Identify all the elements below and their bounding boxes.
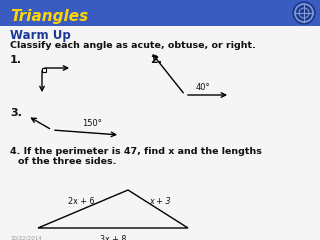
Text: 40°: 40° [196, 84, 211, 92]
Text: 3.: 3. [10, 108, 22, 118]
Text: Warm Up: Warm Up [10, 29, 71, 42]
Text: 3x + 8: 3x + 8 [100, 235, 126, 240]
Text: x + 3: x + 3 [149, 197, 171, 206]
Circle shape [293, 2, 315, 24]
Text: 10/22/2014: 10/22/2014 [10, 235, 42, 240]
Text: Classify each angle as acute, obtuse, or right.: Classify each angle as acute, obtuse, or… [10, 42, 256, 50]
Text: of the three sides.: of the three sides. [18, 156, 116, 166]
Text: 4. If the perimeter is 47, find x and the lengths: 4. If the perimeter is 47, find x and th… [10, 146, 262, 156]
Bar [42, 68, 46, 72]
Text: 1.: 1. [10, 55, 22, 65]
Text: 150°: 150° [82, 119, 102, 127]
Text: Triangles: Triangles [10, 10, 88, 24]
Text: 2x + 6: 2x + 6 [68, 197, 94, 206]
Text: 2.: 2. [150, 55, 162, 65]
FancyBboxPatch shape [0, 0, 320, 26]
